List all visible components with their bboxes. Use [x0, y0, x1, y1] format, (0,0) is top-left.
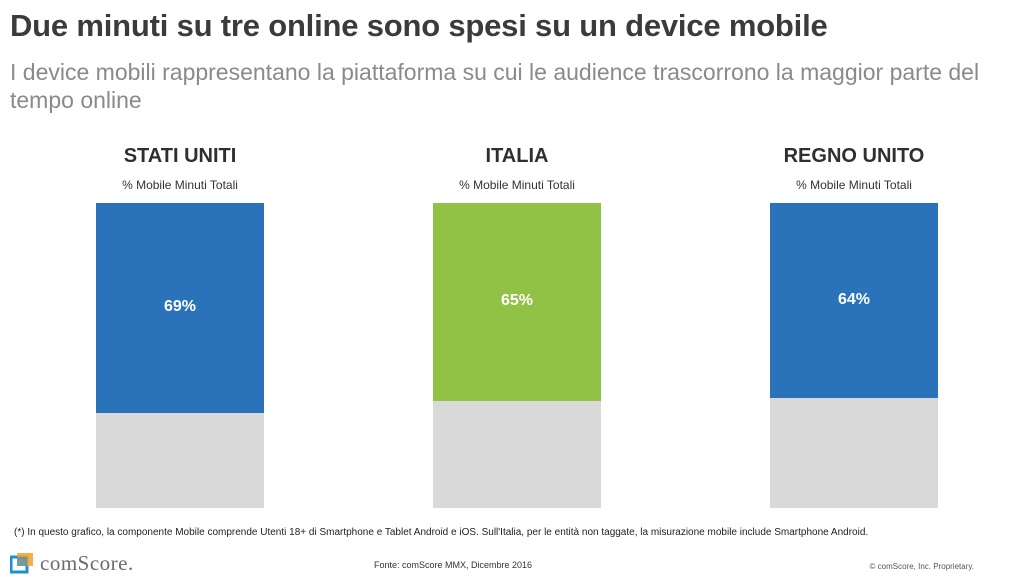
bar-value-label: 69% — [163, 298, 197, 315]
chart-title: STATI UNITI — [123, 145, 237, 167]
comscore-logo: comScore. — [10, 550, 134, 576]
chart-subtitle: % Mobile Minuti Totali — [796, 178, 912, 192]
bar-mobile — [433, 203, 601, 401]
bar-value-label: 64% — [837, 291, 871, 308]
logo-wordmark: comScore. — [40, 550, 134, 575]
bar-track: 65% — [433, 203, 601, 508]
bar-mobile — [770, 203, 938, 398]
copyright-note: © comScore, Inc. Proprietary. — [869, 562, 974, 571]
source-note: Fonte: comScore MMX, Dicembre 2016 — [374, 560, 533, 570]
page-title: Due minuti su tre online sono spesi su u… — [10, 8, 828, 43]
chart-subtitle: % Mobile Minuti Totali — [122, 178, 238, 192]
comscore-logo-icon — [10, 553, 33, 574]
bar-track: 64% — [770, 203, 938, 508]
bar-track: 69% — [96, 203, 264, 508]
page-subtitle: I device mobili rappresentano la piattaf… — [10, 59, 980, 113]
chart-title: ITALIA — [485, 145, 549, 167]
chart-subtitle: % Mobile Minuti Totali — [459, 178, 575, 192]
bar-value-label: 65% — [500, 292, 534, 309]
chart-title: REGNO UNITO — [783, 145, 925, 167]
footnote: (*) In questo grafico, la componente Mob… — [14, 527, 869, 538]
bar-mobile — [96, 203, 264, 413]
